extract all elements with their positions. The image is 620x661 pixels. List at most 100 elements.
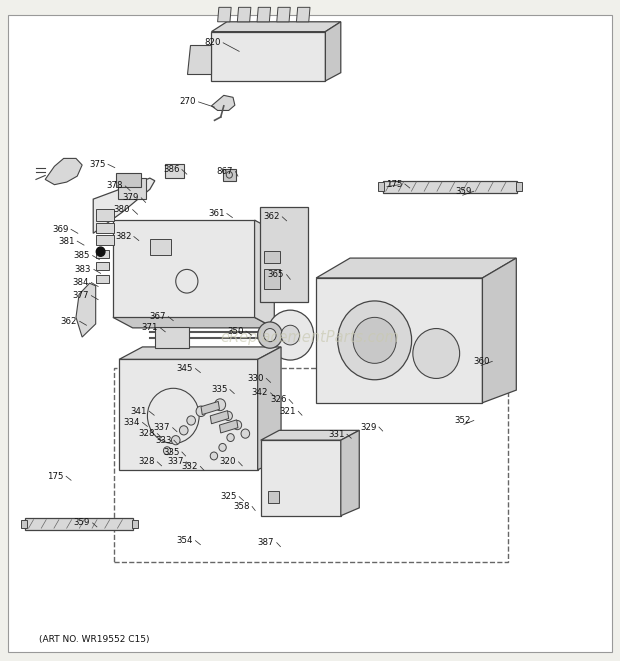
Circle shape [172,436,180,445]
Text: 387: 387 [258,538,274,547]
Text: 365: 365 [268,270,284,279]
Bar [268,490,279,502]
Polygon shape [237,7,251,22]
Text: 378: 378 [106,182,123,190]
Bar [378,182,384,191]
Text: 328: 328 [138,457,155,467]
Text: 358: 358 [233,502,250,511]
Text: 335: 335 [163,447,179,457]
Bar [166,164,184,178]
Polygon shape [316,258,516,278]
Text: 379: 379 [122,193,139,202]
Bar [383,180,517,192]
Text: (ART NO. WR19552 C15): (ART NO. WR19552 C15) [39,635,149,644]
Polygon shape [277,7,290,22]
Text: 334: 334 [123,418,140,427]
Circle shape [258,322,282,348]
Text: 867: 867 [216,167,233,176]
Text: 361: 361 [208,209,224,218]
Circle shape [413,329,459,379]
Bar [25,518,133,529]
Text: 367: 367 [149,312,166,321]
Polygon shape [296,7,310,22]
Text: 380: 380 [113,205,130,214]
Text: 331: 331 [328,430,345,439]
Bar [95,235,114,245]
Text: 345: 345 [177,364,193,373]
Bar [132,520,138,528]
Text: 337: 337 [167,457,184,467]
Circle shape [224,411,232,420]
Text: 820: 820 [204,38,221,48]
Text: 385: 385 [74,251,90,260]
Bar [118,178,146,199]
Bar [95,223,114,233]
Polygon shape [482,258,516,403]
Text: 341: 341 [130,407,147,416]
Circle shape [164,447,171,455]
Circle shape [227,434,234,442]
Polygon shape [261,440,341,516]
Polygon shape [119,360,258,470]
Bar [95,209,114,221]
Text: 383: 383 [75,265,91,274]
Circle shape [281,325,299,345]
Circle shape [241,429,250,438]
Polygon shape [211,32,326,81]
Bar [114,368,508,562]
Text: 377: 377 [73,292,89,300]
Text: 335: 335 [211,385,228,394]
Text: 360: 360 [473,357,490,366]
Text: 333: 333 [155,436,172,445]
Text: 270: 270 [180,97,196,106]
Text: 350: 350 [227,327,244,336]
Circle shape [210,452,218,460]
Text: 320: 320 [219,457,236,467]
Bar [264,270,280,289]
Polygon shape [201,401,219,414]
Text: 375: 375 [89,160,105,169]
Circle shape [353,317,396,364]
Text: 321: 321 [280,407,296,416]
Polygon shape [316,278,482,403]
Text: 337: 337 [154,423,170,432]
Text: 329: 329 [360,422,376,432]
Text: 342: 342 [252,389,268,397]
Polygon shape [326,22,341,81]
Polygon shape [258,347,281,470]
Text: 382: 382 [115,232,131,241]
Polygon shape [211,22,341,32]
Polygon shape [45,159,82,184]
Text: eReplacementParts.com: eReplacementParts.com [221,330,399,344]
Text: 332: 332 [182,462,198,471]
Bar [264,251,280,263]
Polygon shape [187,45,211,74]
Circle shape [179,426,188,435]
Text: 362: 362 [264,212,280,221]
Polygon shape [255,220,274,328]
Bar [21,520,27,528]
Bar [150,239,172,255]
Text: 354: 354 [177,536,193,545]
Polygon shape [218,7,231,22]
Bar [95,262,109,270]
Circle shape [338,301,412,380]
Bar [95,250,109,258]
Text: 328: 328 [138,429,155,438]
Circle shape [215,399,226,410]
Text: 325: 325 [220,492,237,501]
Polygon shape [119,347,281,360]
Circle shape [96,247,105,256]
Text: 386: 386 [163,165,179,174]
Text: 352: 352 [455,416,471,425]
Bar [116,173,141,187]
Polygon shape [113,220,255,317]
Text: 359: 359 [455,187,471,196]
Text: 369: 369 [52,225,69,234]
Bar [516,182,522,191]
Polygon shape [260,207,308,302]
Polygon shape [113,317,274,328]
Bar [223,169,236,180]
Text: 362: 362 [61,317,78,326]
Polygon shape [211,95,235,110]
